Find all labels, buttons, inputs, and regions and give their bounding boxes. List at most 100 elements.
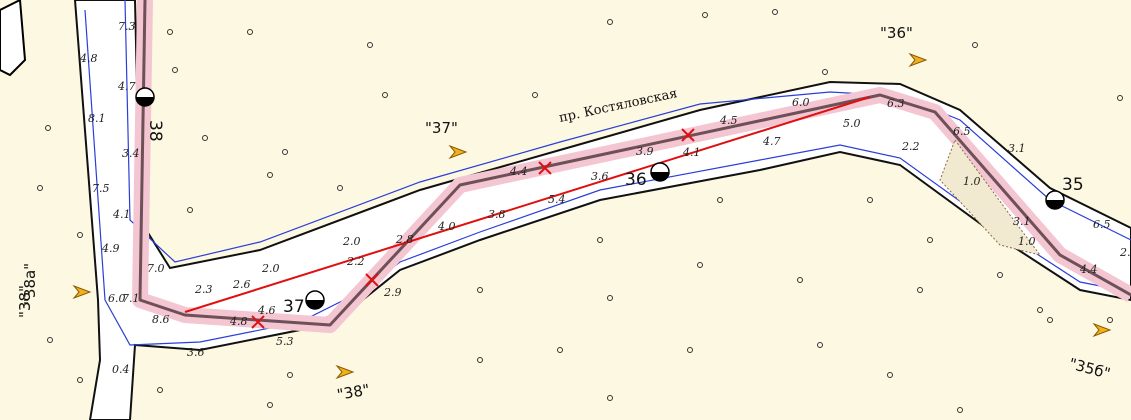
land-dot [1107, 317, 1113, 323]
depth-label: 1.0 [1018, 235, 1036, 248]
depth-label: 4.0 [437, 220, 456, 233]
sign-label: "36" [880, 24, 913, 42]
land-dot [157, 387, 163, 393]
land-dot [822, 69, 828, 75]
land-dot [797, 277, 803, 283]
route-cross [251, 315, 265, 329]
land-dot [972, 42, 978, 48]
depth-label: 2.8 [395, 233, 414, 246]
depth-label: 6.5 [1093, 218, 1111, 231]
km-label: 35 [1062, 175, 1084, 195]
sign-label: "38" [16, 285, 34, 318]
route-cross [365, 273, 379, 287]
land-dot [887, 372, 893, 378]
land-dot [287, 372, 293, 378]
depth-label: 5.4 [548, 193, 566, 206]
land-dot [532, 92, 538, 98]
depth-contour [124, 0, 1131, 263]
depth-label: 3.1 [1008, 142, 1026, 155]
depth-label: 3.1 [1013, 215, 1031, 228]
depth-label: 1.0 [963, 175, 981, 188]
depth-label: 4.6 [257, 304, 276, 317]
land-dot [557, 347, 563, 353]
land-dot [867, 197, 873, 203]
sign-label: "38а" [21, 263, 39, 305]
km-label: 36 [625, 170, 647, 190]
land-dot [607, 295, 613, 301]
km-buoy-half [136, 97, 154, 106]
depth-label: 4.5 [719, 114, 738, 127]
sign-label: "38" [336, 381, 372, 404]
side-river [0, 0, 27, 77]
land-dot [267, 402, 273, 408]
depth-label: 6.5 [953, 125, 971, 138]
land-dot [772, 9, 778, 15]
land-dot [702, 12, 708, 18]
land-dot [607, 19, 613, 25]
land-dot [382, 92, 388, 98]
land-dot [282, 149, 288, 155]
km-buoy-half [306, 300, 324, 309]
depth-label: 4.4 [1079, 263, 1098, 276]
land-dot [927, 237, 933, 243]
land-dot [167, 29, 173, 35]
nav-sign [72, 284, 92, 300]
nav-sign [908, 52, 928, 68]
depth-label: 2.3 [194, 283, 213, 296]
depth-label: 4.9 [101, 242, 120, 255]
depth-label: 7.1 [122, 292, 140, 305]
land-dot [187, 207, 193, 213]
land-dot [45, 125, 51, 131]
depth-label: 5.0 [843, 117, 861, 130]
depth-label: 0.4 [112, 363, 130, 376]
depth-label: 3.6 [187, 346, 205, 359]
route-line [138, 0, 1131, 327]
land-dot [717, 197, 723, 203]
alignment-line [184, 96, 871, 313]
land-dot [47, 337, 53, 343]
land-dot [607, 395, 613, 401]
km-buoy-half [651, 172, 669, 181]
depth-label: 7.0 [147, 262, 165, 275]
land-dot [172, 67, 178, 73]
shoal [939, 138, 1042, 256]
land-dot [1117, 95, 1123, 101]
depth-label: 2.6 [232, 278, 251, 291]
land-dot [697, 262, 703, 268]
land-dot [37, 185, 43, 191]
depth-label: 4.8 [229, 315, 248, 328]
depth-label: 6.0 [108, 292, 126, 305]
depth-label: 6.0 [792, 96, 810, 109]
depth-label: 2.2 [901, 140, 920, 153]
km-label: 38 [145, 120, 165, 142]
land-dot [337, 185, 343, 191]
depth-label: 4.1 [112, 208, 131, 221]
land-dot [77, 377, 83, 383]
land-dot [77, 232, 83, 238]
depth-label: 2. [1119, 246, 1131, 259]
land-dot [817, 342, 823, 348]
depth-label: 8.1 [88, 112, 106, 125]
land-dot [477, 287, 483, 293]
land-dot [1037, 307, 1043, 313]
depth-label: 3.8 [488, 208, 506, 221]
route-cross [538, 161, 552, 175]
km-label: 37 [283, 297, 305, 317]
depth-label: 2.0 [261, 262, 280, 275]
depth-label: 5.3 [276, 335, 294, 348]
depth-label: 6.3 [887, 97, 905, 110]
land-dot [687, 347, 693, 353]
km-buoy-half [1046, 200, 1064, 209]
depth-label: 4.4 [509, 165, 528, 178]
land-dot [957, 407, 963, 413]
depth-label: 2.0 [342, 235, 361, 248]
depth-label: 3.6 [591, 170, 609, 183]
depth-label: 8.6 [152, 313, 170, 326]
nav-sign [1092, 322, 1112, 338]
sign-label: "37" [425, 119, 458, 137]
route-cross [681, 128, 695, 142]
depth-label: 4.1 [682, 146, 701, 159]
depth-label: 7.5 [92, 182, 110, 195]
land-dot [477, 357, 483, 363]
